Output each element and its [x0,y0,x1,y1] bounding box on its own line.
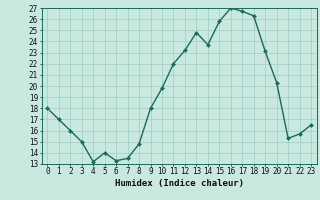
X-axis label: Humidex (Indice chaleur): Humidex (Indice chaleur) [115,179,244,188]
